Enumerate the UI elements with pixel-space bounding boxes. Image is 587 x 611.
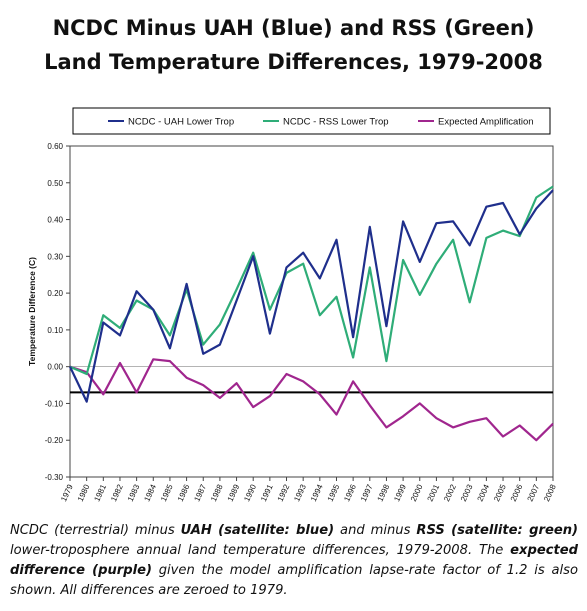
caption-text-4: given the model amplification lapse-rate…	[10, 563, 578, 598]
x-tick-label: 1979	[59, 483, 75, 503]
y-tick-label: -0.10	[45, 399, 64, 408]
caption-rss-emphasis: RSS (satellite: green)	[416, 523, 579, 538]
y-tick-label: 0.50	[47, 179, 63, 188]
caption-text-3: lower-troposphere annual land temperatur…	[10, 543, 511, 558]
plot-frame	[69, 145, 554, 478]
x-tick-label: 2001	[426, 483, 442, 503]
x-tick-label: 1995	[326, 483, 342, 503]
chart-title-line-2: Land Temperature Differences, 1979-2008	[44, 50, 543, 74]
figure-caption: NCDC (terrestrial) minus UAH (satellite:…	[10, 521, 578, 601]
caption-text-1: NCDC (terrestrial) minus	[10, 523, 181, 538]
legend-box	[72, 107, 551, 135]
x-tick-label: 1989	[226, 483, 242, 503]
x-tick-label: 1991	[259, 483, 275, 503]
x-tick-label: 2008	[542, 483, 558, 503]
y-tick-label: 0.30	[47, 252, 63, 261]
x-tick-label: 1981	[92, 483, 108, 503]
x-tick-label: 2005	[492, 483, 508, 503]
x-tick-label: 2006	[509, 483, 525, 503]
series-ncdc-uah-line	[69, 189, 554, 403]
legend-label-1: NCDC - UAH Lower Trop	[128, 117, 234, 128]
y-tick-label: -0.30	[45, 473, 64, 482]
x-tick-label: 1993	[292, 483, 308, 503]
legend-label-3: Expected Amplification	[438, 117, 534, 128]
x-tick-label: 1985	[159, 483, 175, 503]
y-tick-label: 0.60	[47, 142, 63, 151]
x-tick-label: 2007	[525, 483, 541, 503]
x-tick-label: 1998	[376, 483, 392, 503]
y-tick-label: 0.10	[47, 326, 63, 335]
x-tick-label: 2003	[459, 483, 475, 503]
series-ncdc-rss-line	[69, 185, 554, 376]
line-chart: NCDC - UAH Lower Trop NCDC - RSS Lower Tr…	[27, 107, 558, 503]
x-tick-label: 2004	[476, 483, 492, 503]
y-tick-label: 0.20	[47, 289, 63, 298]
x-tick-label: 2002	[442, 483, 458, 503]
y-tick-label: 0.00	[47, 363, 63, 372]
series-expected-amplification-line	[69, 358, 554, 442]
x-tick-label: 1983	[126, 483, 142, 503]
y-tick-label: -0.20	[45, 436, 64, 445]
x-tick-label: 1992	[276, 483, 292, 503]
x-tick-label: 1990	[242, 483, 258, 503]
x-tick-label: 1987	[192, 483, 208, 503]
chart-title-line-1: NCDC Minus UAH (Blue) and RSS (Green)	[52, 16, 535, 40]
x-tick-label: 1980	[76, 483, 92, 503]
caption-uah-emphasis: UAH (satellite: blue)	[180, 523, 335, 538]
y-axis-label: Temperature Difference (C)	[27, 257, 37, 366]
x-tick-label: 2000	[409, 483, 425, 503]
x-tick-label: 1999	[392, 483, 408, 503]
x-tick-label: 1988	[209, 483, 225, 503]
x-tick-label: 1982	[109, 483, 125, 503]
x-tick-label: 1986	[176, 483, 192, 503]
x-tick-label: 1997	[359, 483, 375, 503]
caption-expected-emphasis: expected difference (purple)	[10, 543, 578, 578]
x-tick-label: 1984	[142, 483, 158, 503]
legend-label-2: NCDC - RSS Lower Trop	[283, 117, 389, 128]
caption-text-2: and minus	[334, 523, 417, 538]
x-tick-label: 1994	[309, 483, 325, 503]
x-tick-label: 1996	[342, 483, 358, 503]
y-tick-label: 0.40	[47, 216, 63, 225]
